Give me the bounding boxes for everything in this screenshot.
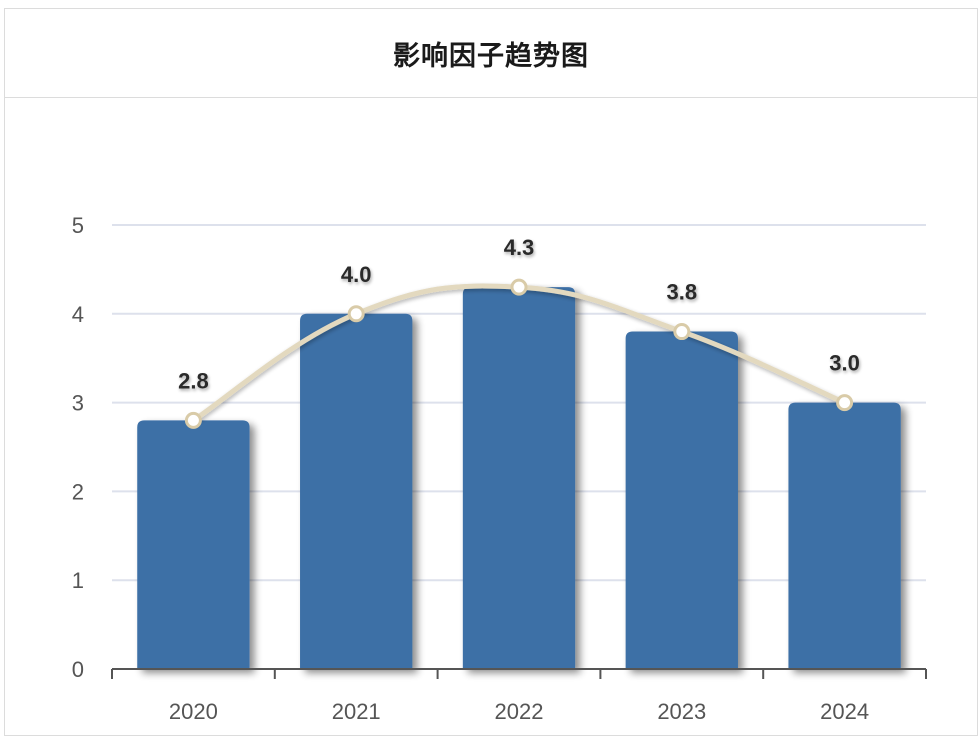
bar [788,402,901,669]
bars [137,287,901,669]
x-tick-label: 2021 [332,699,381,724]
data-label: 3.8 [667,280,698,305]
bar [137,420,250,669]
y-tick-label: 1 [72,568,84,593]
x-axis [111,668,927,679]
data-label: 3.0 [829,351,860,376]
x-tick-label: 2024 [820,699,869,724]
y-tick-label: 0 [72,657,84,682]
data-label: 4.0 [341,262,372,287]
x-axis-ticks: 2020 2021 2022 2023 2024 [169,699,869,724]
x-tick-label: 2022 [495,699,544,724]
data-label: 4.3 [504,235,535,260]
y-tick-label: 5 [72,213,84,238]
y-axis-ticks: 0 1 2 3 4 5 [72,213,84,682]
chart-title: 影响因子趋势图 [393,40,589,72]
data-label: 2.8 [178,368,209,393]
y-tick-label: 3 [72,391,84,416]
trend-marker [184,411,202,429]
data-labels: 2.8 4.0 4.3 3.8 3.0 [178,235,860,393]
x-tick-label: 2023 [657,699,706,724]
bar [300,313,413,669]
trend-marker [347,305,365,323]
trend-marker [836,394,854,412]
y-tick-label: 2 [72,479,84,504]
x-tick-label: 2020 [169,699,218,724]
y-tick-label: 4 [72,302,84,327]
trend-marker [673,323,691,341]
trend-marker [510,278,528,296]
title-bar: 影响因子趋势图 [5,9,977,98]
bar [625,331,738,669]
trend-markers [184,278,854,429]
bar [462,287,576,669]
